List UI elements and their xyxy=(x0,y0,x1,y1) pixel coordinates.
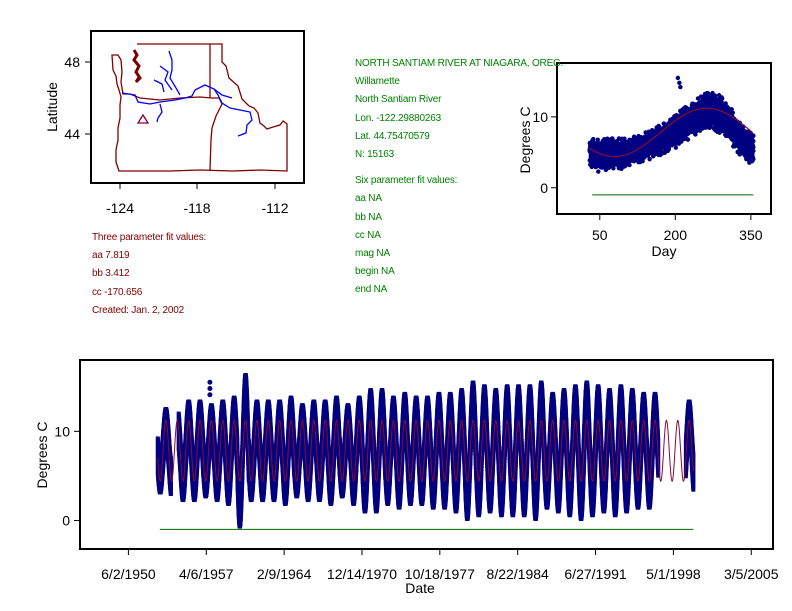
data-point xyxy=(666,146,671,151)
data-point xyxy=(591,136,596,142)
state-borders xyxy=(111,43,288,172)
river-tributary xyxy=(153,79,165,93)
y-axis-label: Latitude xyxy=(44,82,60,132)
y-tick-label: 10 xyxy=(532,109,548,125)
river-snake xyxy=(213,88,233,99)
puget-sound xyxy=(132,49,142,84)
river-tributary xyxy=(168,50,181,96)
x-axis-label: Day xyxy=(652,243,677,259)
x-tick-label: 200 xyxy=(664,227,688,243)
x-tick-label: 50 xyxy=(592,227,608,243)
data-point xyxy=(751,133,756,138)
y-tick-label: 48 xyxy=(64,54,80,70)
river-willamette xyxy=(156,103,163,123)
data-point xyxy=(622,136,627,141)
timeseries-chart: 6/2/1950 4/6/1957 2/9/1964 12/14/1970 10/18/… xyxy=(34,359,779,596)
data-point xyxy=(640,159,645,164)
seasonal-points xyxy=(587,75,756,196)
seasonal-chart: 50 200 350 0 10 Degrees C Day xyxy=(517,62,772,259)
data-point xyxy=(685,137,691,142)
data-point xyxy=(595,137,600,142)
river-tributary xyxy=(159,65,173,91)
data-point xyxy=(693,132,698,137)
outlier-point xyxy=(677,80,682,86)
data-point xyxy=(673,145,679,150)
fit-curve xyxy=(589,107,754,158)
x-tick-label: 350 xyxy=(739,227,763,243)
data-point xyxy=(647,157,652,162)
y-tick-label: 44 xyxy=(64,126,80,142)
x-tick-label: -118 xyxy=(184,200,211,216)
seasonal-axes: 50 200 350 0 10 xyxy=(532,109,762,243)
data-point xyxy=(729,107,734,112)
river-columbia xyxy=(121,84,253,137)
location-map: 48 44 -124 -118 -112 Latitude xyxy=(44,30,305,216)
data-point xyxy=(627,162,632,168)
x-tick-label: -124 xyxy=(106,200,134,216)
timeseries-points xyxy=(155,372,696,530)
y-axis-label: Degrees C xyxy=(517,107,533,174)
outlier-point xyxy=(675,75,681,81)
data-point xyxy=(596,169,601,174)
outlier-point xyxy=(678,84,683,90)
data-point xyxy=(730,110,735,115)
x-tick-label: -112 xyxy=(262,200,289,216)
site-triangle-marker xyxy=(136,113,150,124)
data-point-band xyxy=(752,138,755,163)
map-frame xyxy=(90,30,305,184)
data-point xyxy=(719,96,725,101)
y-tick-label: 0 xyxy=(540,180,548,196)
data-point xyxy=(694,128,699,134)
